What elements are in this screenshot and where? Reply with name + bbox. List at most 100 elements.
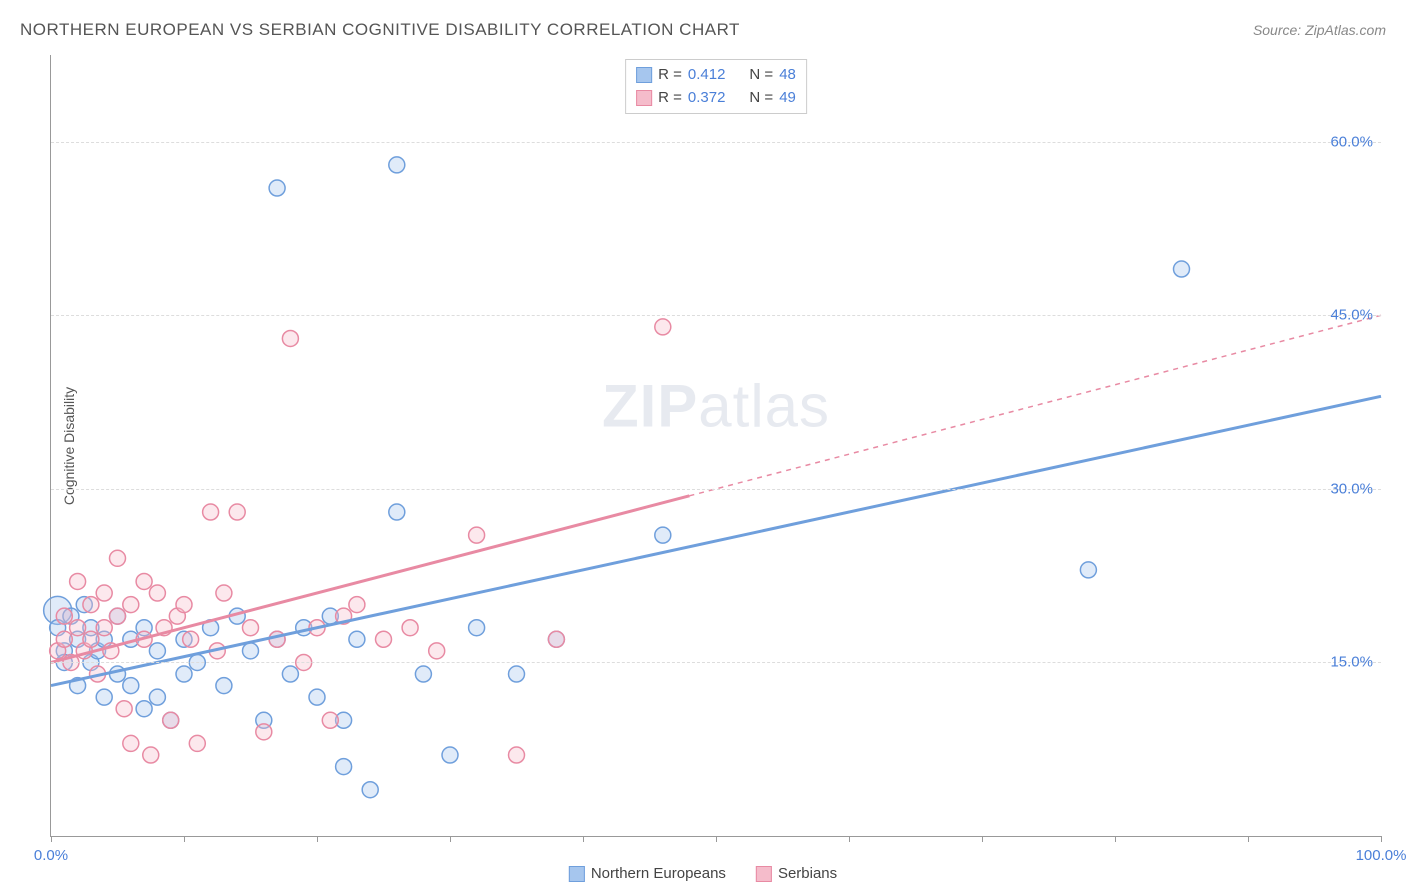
scatter-point [336, 759, 352, 775]
title-bar: NORTHERN EUROPEAN VS SERBIAN COGNITIVE D… [20, 20, 1386, 40]
legend-swatch [756, 866, 772, 882]
scatter-point [70, 620, 86, 636]
r-value: 0.372 [688, 87, 726, 110]
x-tick [1115, 836, 1116, 842]
scatter-point [110, 608, 126, 624]
scatter-point [70, 573, 86, 589]
plot-svg [51, 55, 1381, 836]
scatter-point [309, 689, 325, 705]
scatter-point [83, 631, 99, 647]
scatter-point [322, 712, 338, 728]
scatter-point [376, 631, 392, 647]
scatter-point [282, 666, 298, 682]
stats-box: R = 0.412 N = 48 R = 0.372 N = 49 [625, 59, 807, 114]
trend-line-extrapolated [689, 315, 1381, 495]
y-tick-label: 30.0% [1330, 480, 1373, 497]
gridline [51, 142, 1381, 143]
scatter-point [655, 319, 671, 335]
x-tick [1381, 836, 1382, 842]
x-tick [51, 836, 52, 842]
legend-item: Northern Europeans [569, 865, 726, 882]
scatter-point [415, 666, 431, 682]
scatter-point [136, 701, 152, 717]
x-tick [317, 836, 318, 842]
scatter-point [256, 724, 272, 740]
scatter-point [229, 504, 245, 520]
scatter-point [136, 573, 152, 589]
scatter-point [349, 597, 365, 613]
scatter-point [183, 631, 199, 647]
x-tick [450, 836, 451, 842]
scatter-point [469, 527, 485, 543]
trend-line [51, 396, 1381, 685]
scatter-point [116, 701, 132, 717]
gridline [51, 489, 1381, 490]
scatter-point [349, 631, 365, 647]
stats-row: R = 0.412 N = 48 [636, 64, 796, 87]
scatter-point [203, 504, 219, 520]
scatter-point [176, 597, 192, 613]
x-tick [716, 836, 717, 842]
scatter-point [402, 620, 418, 636]
legend: Northern Europeans Serbians [569, 865, 837, 882]
legend-label: Northern Europeans [591, 865, 726, 882]
scatter-point [189, 735, 205, 751]
n-label: N = [749, 87, 773, 110]
legend-label: Serbians [778, 865, 837, 882]
scatter-point [548, 631, 564, 647]
x-tick [583, 836, 584, 842]
r-label: R = [658, 64, 682, 87]
scatter-point [123, 678, 139, 694]
scatter-point [243, 620, 259, 636]
series-swatch [636, 67, 652, 83]
scatter-point [83, 597, 99, 613]
scatter-point [216, 585, 232, 601]
scatter-point [429, 643, 445, 659]
scatter-point [149, 585, 165, 601]
gridline [51, 315, 1381, 316]
scatter-point [1174, 261, 1190, 277]
r-value: 0.412 [688, 64, 726, 87]
scatter-point [56, 631, 72, 647]
plot-area: ZIPatlas R =0.412N =48R =0.372N =49 15.0… [50, 55, 1381, 837]
chart-title: NORTHERN EUROPEAN VS SERBIAN COGNITIVE D… [20, 20, 740, 40]
scatter-point [96, 689, 112, 705]
n-value: 48 [779, 64, 796, 87]
n-label: N = [749, 64, 773, 87]
y-tick-label: 60.0% [1330, 133, 1373, 150]
scatter-point [56, 608, 72, 624]
scatter-point [509, 747, 525, 763]
x-tick [849, 836, 850, 842]
scatter-point [362, 782, 378, 798]
source-credit: Source: ZipAtlas.com [1253, 22, 1386, 38]
scatter-point [163, 712, 179, 728]
scatter-point [269, 180, 285, 196]
x-tick-label: 0.0% [34, 847, 68, 864]
scatter-point [509, 666, 525, 682]
n-value: 49 [779, 87, 796, 110]
gridline [51, 662, 1381, 663]
scatter-point [96, 620, 112, 636]
legend-item: Serbians [756, 865, 837, 882]
scatter-point [110, 550, 126, 566]
scatter-point [149, 689, 165, 705]
scatter-point [123, 597, 139, 613]
scatter-point [469, 620, 485, 636]
x-tick [982, 836, 983, 842]
scatter-point [442, 747, 458, 763]
scatter-point [282, 330, 298, 346]
scatter-point [243, 643, 259, 659]
scatter-point [655, 527, 671, 543]
scatter-point [96, 585, 112, 601]
scatter-point [149, 643, 165, 659]
y-tick-label: 15.0% [1330, 654, 1373, 671]
scatter-point [389, 157, 405, 173]
x-tick-label: 100.0% [1356, 847, 1406, 864]
y-tick-label: 45.0% [1330, 307, 1373, 324]
x-tick [184, 836, 185, 842]
series-swatch [636, 90, 652, 106]
scatter-point [216, 678, 232, 694]
scatter-point [389, 504, 405, 520]
legend-swatch [569, 866, 585, 882]
r-label: R = [658, 87, 682, 110]
